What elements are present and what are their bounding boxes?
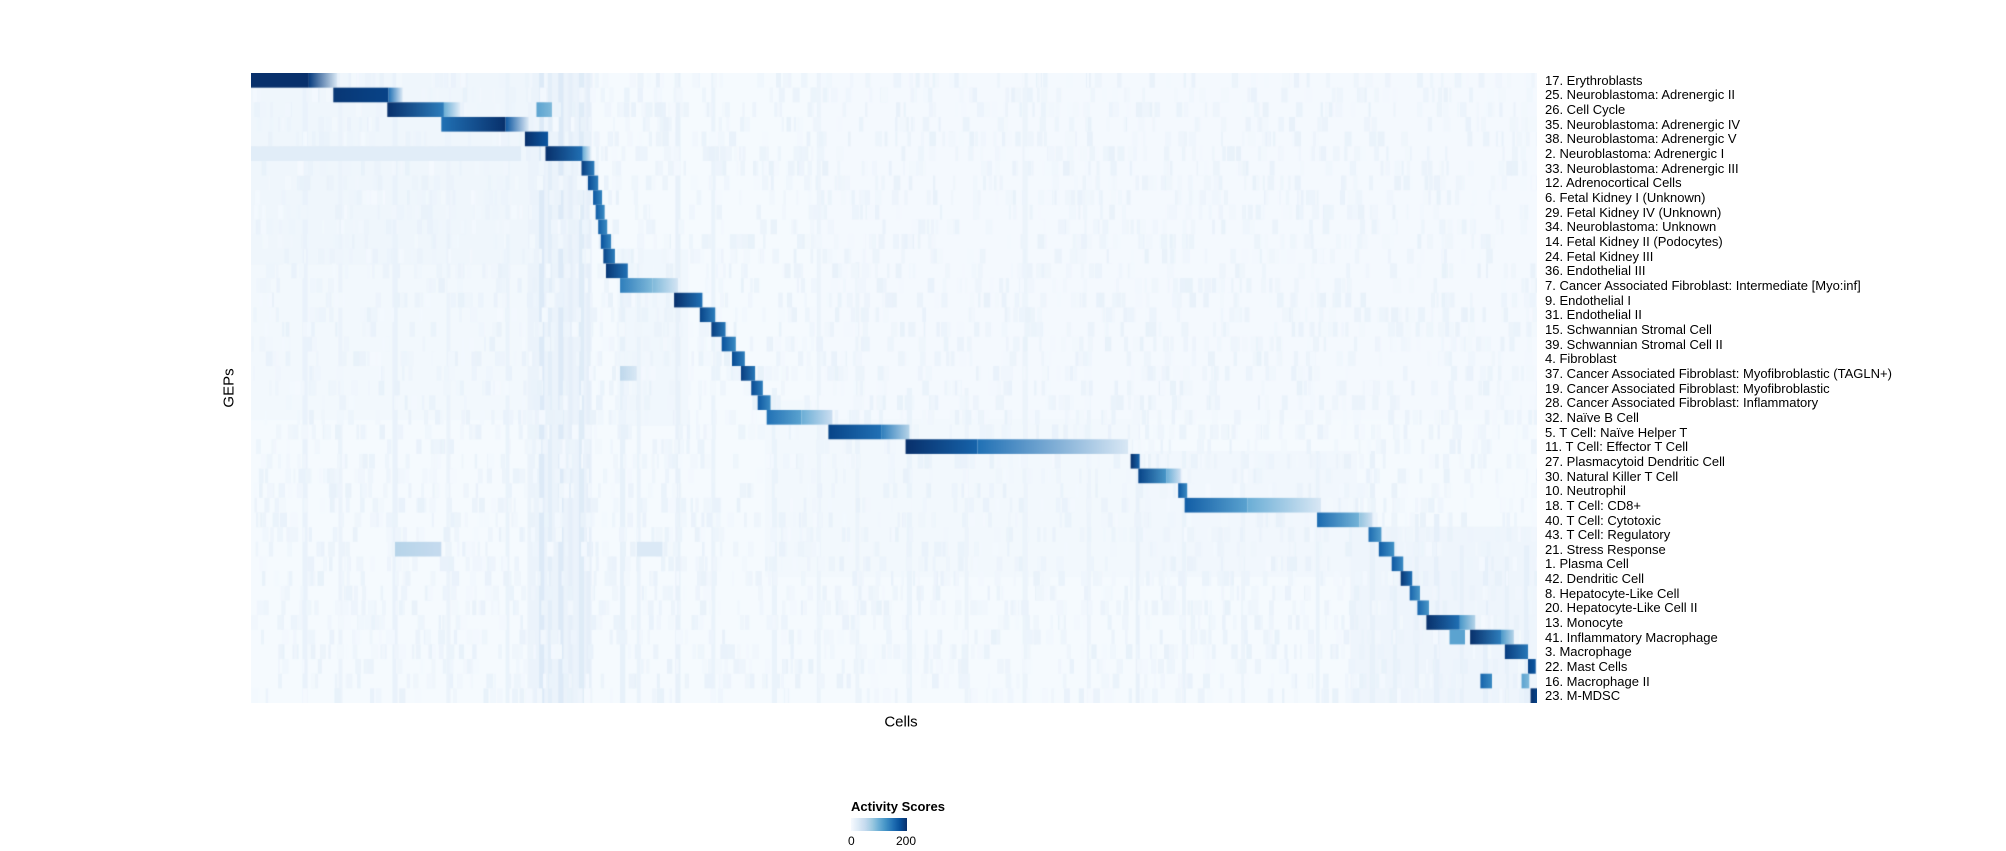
- row-label: 31. Endothelial II: [1545, 307, 1642, 323]
- row-label: 42. Dendritic Cell: [1545, 571, 1644, 587]
- row-label: 8. Hepatocyte-Like Cell: [1545, 585, 1680, 601]
- heatmap-canvas: [251, 73, 1537, 703]
- row-label: 28. Cancer Associated Fibroblast: Inflam…: [1545, 395, 1819, 411]
- row-label: 27. Plasmacytoid Dendritic Cell: [1545, 453, 1725, 469]
- row-label: 2. Neuroblastoma: Adrenergic I: [1545, 146, 1725, 162]
- row-label: 5. T Cell: Naïve Helper T: [1545, 424, 1688, 440]
- row-label: 20. Hepatocyte-Like Cell II: [1545, 600, 1698, 616]
- row-label: 34. Neuroblastoma: Unknown: [1545, 219, 1717, 235]
- row-label: 6. Fetal Kidney I (Unknown): [1545, 190, 1706, 206]
- row-label: 22. Mast Cells: [1545, 659, 1628, 675]
- row-label: 37. Cancer Associated Fibroblast: Myofib…: [1545, 365, 1892, 381]
- row-label: 24. Fetal Kidney III: [1545, 248, 1654, 264]
- row-label: 1. Plasma Cell: [1545, 556, 1629, 572]
- row-label: 26. Cell Cycle: [1545, 102, 1626, 118]
- row-label: 14. Fetal Kidney II (Podocytes): [1545, 234, 1723, 250]
- legend-tick-min: 0: [848, 834, 855, 848]
- row-labels: 17. Erythroblasts 25. Neuroblastoma: Adre…: [1545, 73, 2000, 703]
- row-label: 40. T Cell: Cytotoxic: [1545, 512, 1661, 528]
- row-label: 17. Erythroblasts: [1545, 72, 1643, 88]
- row-label: 3. Macrophage: [1545, 644, 1632, 660]
- row-label: 11. T Cell: Effector T Cell: [1545, 439, 1689, 455]
- row-label: 36. Endothelial III: [1545, 263, 1646, 279]
- legend-tick-max: 200: [895, 834, 916, 848]
- row-label: 43. T Cell: Regulatory: [1545, 527, 1671, 543]
- row-label: 7. Cancer Associated Fibroblast: Interme…: [1545, 278, 1861, 294]
- row-label: 18. T Cell: CD8+: [1545, 497, 1641, 513]
- row-label: 19. Cancer Associated Fibroblast: Myofib…: [1545, 380, 1830, 396]
- row-label: 21. Stress Response: [1545, 541, 1666, 557]
- legend-ticks: 0 200: [848, 834, 916, 848]
- row-label: 32. Naïve B Cell: [1545, 409, 1639, 425]
- row-label: 4. Fibroblast: [1545, 351, 1617, 367]
- row-label: 30. Natural Killer T Cell: [1545, 468, 1679, 484]
- row-label: 23. M-MDSC: [1545, 688, 1621, 704]
- row-label: 9. Endothelial I: [1545, 292, 1632, 308]
- row-label: 10. Neutrophil: [1545, 483, 1626, 499]
- row-label: 16. Macrophage II: [1545, 673, 1650, 689]
- row-label: 39. Schwannian Stromal Cell II: [1545, 336, 1723, 352]
- legend-gradient-bar: [851, 818, 907, 831]
- row-label: 38. Neuroblastoma: Adrenergic V: [1545, 131, 1737, 147]
- row-label: 33. Neuroblastoma: Adrenergic III: [1545, 160, 1739, 176]
- row-label: 41. Inflammatory Macrophage: [1545, 629, 1718, 645]
- row-label: 35. Neuroblastoma: Adrenergic IV: [1545, 116, 1741, 132]
- row-label: 29. Fetal Kidney IV (Unknown): [1545, 204, 1722, 220]
- row-label: 25. Neuroblastoma: Adrenergic II: [1545, 87, 1736, 103]
- legend-title: Activity Scores: [851, 799, 945, 814]
- colorbar-legend: Activity Scores 0 200: [848, 799, 1011, 848]
- y-axis-label: GEPs: [220, 368, 238, 408]
- row-label: 15. Schwannian Stromal Cell: [1545, 321, 1712, 337]
- x-axis-label: Cells: [884, 713, 918, 731]
- row-label: 13. Monocyte: [1545, 615, 1624, 631]
- row-label: 12. Adrenocortical Cells: [1545, 175, 1682, 191]
